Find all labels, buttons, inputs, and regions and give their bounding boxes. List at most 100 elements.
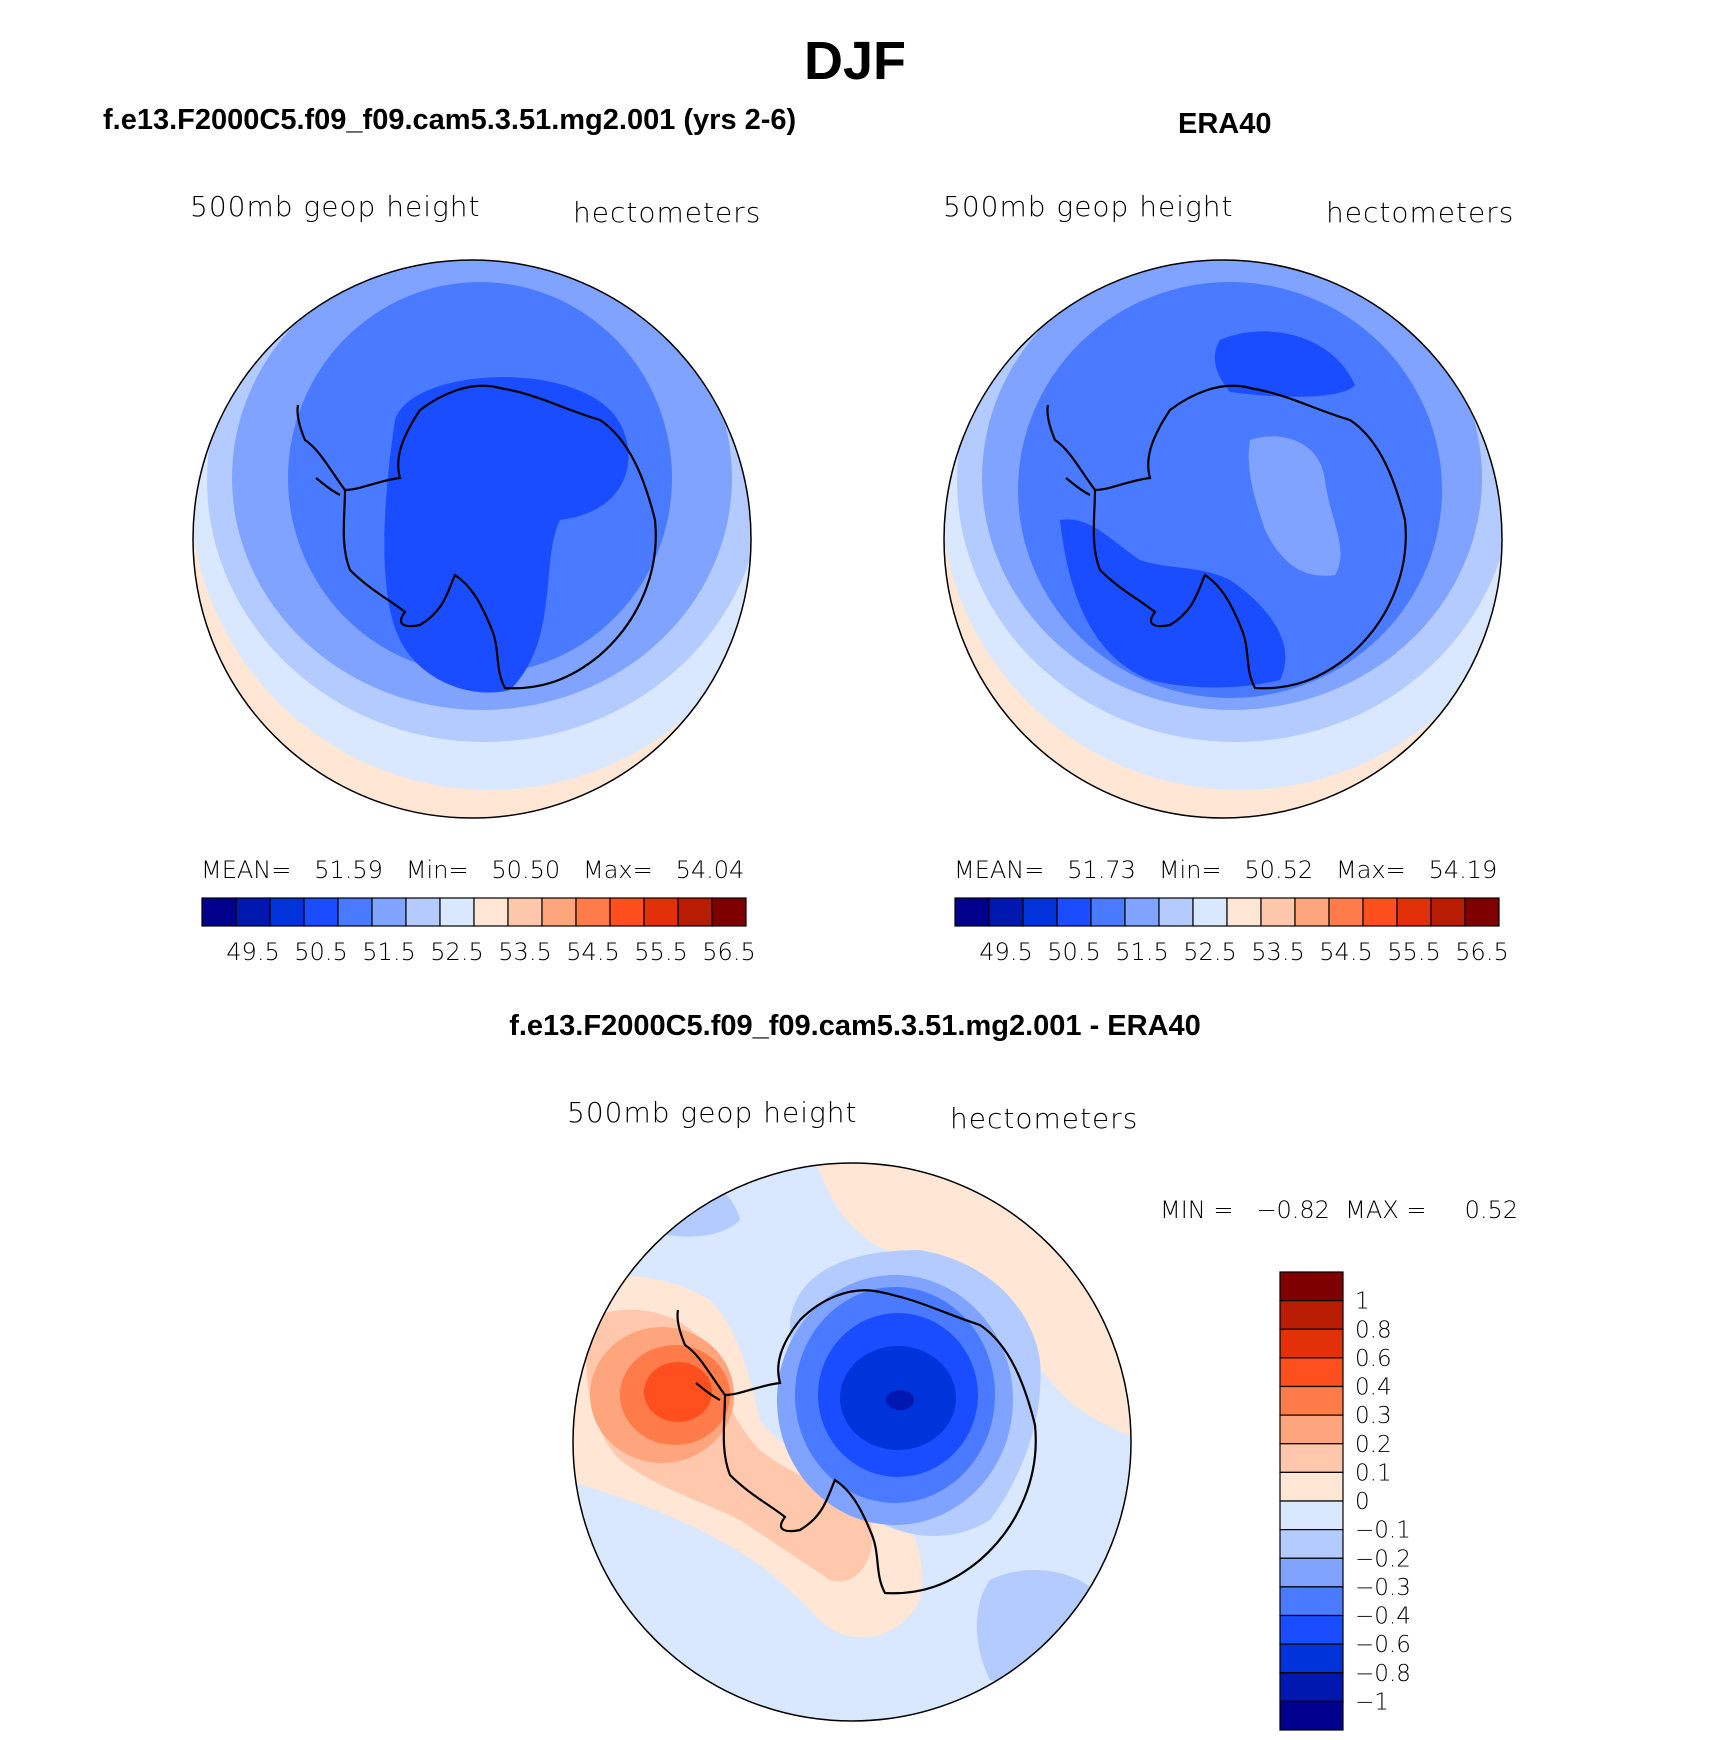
panel-2-stats: MEAN= 51.73 Min= 50.52 Max= 54.19: [954, 856, 1498, 884]
colorbar-swatch: [1328, 897, 1364, 927]
colorbar-swatch: [201, 897, 237, 927]
colorbar-swatch: [1279, 1414, 1344, 1445]
panel-3-title: f.e13.F2000C5.f09_f09.cam5.3.51.mg2.001 …: [509, 1010, 1201, 1042]
colorbar-swatch: [954, 897, 990, 927]
colorbar-swatch: [1430, 897, 1466, 927]
colorbar-swatch: [1279, 1443, 1344, 1473]
panel-1-stats: MEAN= 51.59 Min= 50.50 Max= 54.04: [201, 856, 745, 884]
panel-1-colorbar: 49.5 50.5 51.5 52.5 53.5 54.5 55.5 56.5: [201, 897, 756, 966]
colorbar-tick-label: 0: [1355, 1489, 1370, 1515]
colorbar-swatch: [1279, 1614, 1344, 1645]
colorbar-tick-label: −0.2: [1355, 1546, 1411, 1572]
colorbar-swatch: [1279, 1300, 1344, 1330]
colorbar-swatch: [1279, 1385, 1344, 1416]
colorbar-swatch: [405, 897, 441, 927]
colorbar-swatch: [1124, 897, 1160, 927]
colorbar-tick-label: 54.5: [1319, 938, 1372, 966]
colorbar-swatch: [575, 897, 611, 927]
panel-1-variable-label: 500mb geop height: [190, 190, 481, 223]
colorbar-tick-label: 0.2: [1355, 1432, 1392, 1458]
colorbar-tick-label: 49.5: [979, 938, 1032, 966]
colorbar-swatch: [303, 897, 339, 927]
colorbar-tick-label: 50.5: [1047, 938, 1100, 966]
colorbar-tick-label: 52.5: [430, 938, 483, 966]
panel-3-coastline: [676, 1289, 1037, 1595]
colorbar-swatch: [988, 897, 1024, 927]
colorbar-tick-label: 55.5: [1387, 938, 1440, 966]
colorbar-swatch: [711, 897, 747, 927]
colorbar-swatch: [1279, 1557, 1344, 1588]
colorbar-swatch: [1279, 1586, 1344, 1617]
colorbar-swatch: [1192, 897, 1228, 927]
colorbar-swatch: [609, 897, 645, 927]
panel-3-colorbar: 10.8 0.6 0.40.3 0.20.1 0 −0.1−0.2 −0.3 −0.4−0.6…: [1279, 1271, 1411, 1731]
colorbar-swatch: [1279, 1471, 1344, 1502]
colorbar-tick-label: −0.6: [1355, 1632, 1411, 1658]
colorbar-tick-label: 52.5: [1183, 938, 1236, 966]
colorbar-swatch: [677, 897, 713, 927]
colorbar-swatch: [1294, 897, 1330, 927]
colorbar-swatch: [1464, 897, 1500, 927]
panel-1-map: [193, 260, 751, 818]
colorbar-tick-label: 50.5: [294, 938, 347, 966]
colorbar-tick-label: −1: [1355, 1689, 1389, 1715]
colorbar-swatch: [1279, 1643, 1344, 1674]
colorbar-tick-label: −0.1: [1355, 1518, 1411, 1544]
colorbar-tick-label: 0.1: [1355, 1460, 1392, 1486]
colorbar-swatch: [1158, 897, 1194, 927]
colorbar-swatch: [473, 897, 509, 927]
colorbar-tick-label: −0.8: [1355, 1661, 1411, 1687]
colorbar-swatch: [1362, 897, 1398, 927]
colorbar-swatch: [269, 897, 305, 927]
panel-1-coastline: [296, 384, 657, 690]
figure-title: DJF: [803, 31, 906, 91]
colorbar-tick-label: 1: [1355, 1289, 1370, 1315]
panel-3-map: [573, 1163, 1131, 1721]
panel-2-map: [944, 260, 1502, 818]
colorbar-swatch: [1279, 1500, 1344, 1531]
colorbar-swatch: [1056, 897, 1092, 927]
panel-3-units-label: hectometers: [950, 1102, 1139, 1135]
panel-3-variable-label: 500mb geop height: [567, 1096, 858, 1129]
colorbar-swatch: [1260, 897, 1296, 927]
colorbar-tick-label: 0.8: [1355, 1317, 1392, 1343]
colorbar-swatch: [507, 897, 543, 927]
panel-3-stats: MIN = −0.82 MAX = 0.52: [1160, 1196, 1519, 1224]
colorbar-tick-label: 0.6: [1355, 1346, 1392, 1372]
colorbar-swatch: [235, 897, 271, 927]
panel-2-variable-label: 500mb geop height: [943, 190, 1234, 223]
colorbar-swatch: [1279, 1271, 1344, 1302]
colorbar-swatch: [439, 897, 475, 927]
colorbar-swatch: [1396, 897, 1432, 927]
colorbar-tick-label: 56.5: [702, 938, 755, 966]
colorbar-tick-label: 56.5: [1455, 938, 1508, 966]
colorbar-tick-label: 51.5: [362, 938, 415, 966]
colorbar-tick-label: −0.4: [1355, 1604, 1411, 1630]
colorbar-tick-label: 55.5: [634, 938, 687, 966]
colorbar-tick-label: −0.3: [1355, 1575, 1411, 1601]
colorbar-swatch: [1226, 897, 1262, 927]
colorbar-swatch: [541, 897, 577, 927]
colorbar-swatch: [643, 897, 679, 927]
colorbar-swatch: [371, 897, 407, 927]
colorbar-swatch: [1279, 1328, 1344, 1359]
colorbar-swatch: [1090, 897, 1126, 927]
colorbar-tick-label: 0.4: [1355, 1375, 1392, 1401]
colorbar-swatch: [1279, 1357, 1344, 1388]
colorbar-swatch: [1279, 1672, 1344, 1702]
colorbar-tick-label: 54.5: [566, 938, 619, 966]
colorbar-swatch: [1022, 897, 1058, 927]
colorbar-tick-label: 51.5: [1115, 938, 1168, 966]
panel-2-coastline: [1046, 384, 1407, 690]
colorbar-tick-label: 49.5: [226, 938, 279, 966]
colorbar-swatch: [1279, 1529, 1344, 1559]
panel-2-title: ERA40: [1178, 108, 1272, 140]
panel-2-colorbar: 49.5 50.5 51.5 52.5 53.5 54.5 55.5 56.5: [954, 897, 1509, 966]
colorbar-swatch: [337, 897, 373, 927]
colorbar-tick-label: 53.5: [1251, 938, 1304, 966]
panel-2-units-label: hectometers: [1326, 196, 1515, 229]
panel-1-title: f.e13.F2000C5.f09_f09.cam5.3.51.mg2.001 …: [103, 104, 797, 136]
colorbar-tick-label: 0.3: [1355, 1403, 1392, 1429]
panel-1-units-label: hectometers: [573, 196, 762, 229]
